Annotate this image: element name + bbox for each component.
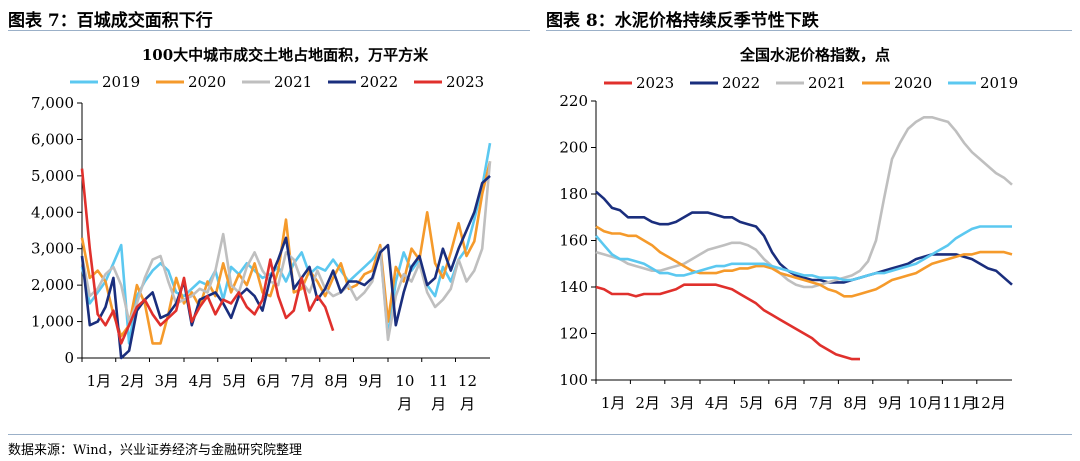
series-line-0-2020	[80, 160, 492, 345]
series-line-0-2023	[80, 168, 335, 345]
x-tick-label-1-1: 2月	[635, 394, 660, 412]
legend-label-0-2020: 2020	[188, 73, 226, 91]
y-tick-label-1-3: 160	[559, 232, 588, 250]
x-tick-label-0-8: 9月	[358, 372, 383, 390]
y-tick-label-0-3: 3,000	[31, 240, 74, 258]
x-tick-label-0-9: 10 月	[395, 372, 414, 413]
y-tick-label-0-5: 5,000	[31, 167, 74, 185]
footer-rule	[8, 434, 1072, 435]
y-tick-label-0-4: 4,000	[31, 203, 74, 221]
x-tick-label-1-0: 1月	[601, 394, 626, 412]
legend-label-1-2021: 2021	[808, 74, 846, 92]
legend-label-0-2022: 2022	[360, 73, 398, 91]
series-line-1-2021	[595, 116, 1013, 289]
x-tick-label-0-4: 5月	[222, 372, 247, 390]
legend-label-0-2021: 2021	[274, 73, 312, 91]
x-tick-label-0-0: 1月	[87, 372, 112, 390]
x-tick-label-0-6: 7月	[291, 372, 316, 390]
series-line-0-2021	[80, 161, 492, 342]
x-tick-label-1-8: 9月	[878, 394, 903, 412]
x-tick-label-0-11: 12 月	[458, 372, 477, 413]
y-tick-label-1-0: 100	[559, 371, 588, 389]
y-tick-label-0-2: 2,000	[31, 276, 74, 294]
legend-label-1-2019: 2019	[980, 74, 1018, 92]
legend-label-1-2023: 2023	[636, 74, 674, 92]
series-line-1-2020	[595, 225, 1013, 298]
series-line-1-2022	[595, 190, 1013, 286]
legend-label-0-2023: 2023	[446, 73, 484, 91]
y-tick-label-0-0: 0	[64, 349, 74, 367]
right-panel-title: 图表 8：水泥价格持续反季节性下跌	[546, 11, 819, 31]
x-tick-label-1-6: 7月	[809, 394, 834, 412]
y-tick-label-1-5: 200	[559, 139, 588, 157]
legend-label-1-2022: 2022	[722, 74, 760, 92]
x-tick-label-1-5: 6月	[774, 394, 799, 412]
right-title-rule	[546, 30, 1072, 31]
x-tick-label-1-7: 8月	[843, 394, 868, 412]
x-tick-label-1-3: 4月	[705, 394, 730, 412]
series-line-1-2023	[595, 283, 860, 361]
x-tick-label-0-5: 6月	[256, 372, 281, 390]
x-tick-label-0-1: 2月	[120, 372, 145, 390]
x-tick-label-1-11: 12月	[972, 394, 1006, 412]
right-chart-title: 全国水泥价格指数，点	[739, 46, 890, 64]
y-tick-label-0-7: 7,000	[31, 94, 74, 112]
x-tick-label-0-2: 3月	[154, 372, 179, 390]
y-tick-label-1-2: 140	[559, 278, 588, 296]
legend-label-0-2019: 2019	[102, 73, 140, 91]
x-tick-label-1-9: 10月	[908, 394, 942, 412]
legend-label-1-2020: 2020	[894, 74, 932, 92]
y-tick-label-0-6: 6,000	[31, 130, 74, 148]
y-tick-label-0-1: 1,000	[31, 313, 74, 331]
y-tick-label-1-6: 220	[559, 92, 588, 110]
left-title-rule	[8, 30, 530, 31]
source-note: 数据来源：Wind，兴业证券经济与金融研究院整理	[8, 443, 302, 458]
x-tick-label-1-4: 5月	[739, 394, 764, 412]
x-tick-label-1-10: 11月	[943, 394, 977, 412]
x-tick-label-0-10: 11 月	[429, 372, 448, 413]
y-tick-label-1-4: 180	[559, 185, 588, 203]
x-tick-label-0-7: 8月	[324, 372, 349, 390]
left-chart-title: 100大中城市成交土地占地面积，万平方米	[141, 46, 429, 64]
y-tick-label-1-1: 120	[559, 325, 588, 343]
series-line-1-2019	[595, 225, 1012, 282]
x-tick-label-1-2: 3月	[670, 394, 695, 412]
x-tick-label-0-3: 4月	[189, 372, 214, 390]
series-line-0-2022	[80, 174, 491, 360]
left-panel-title: 图表 7：百城成交面积下行	[8, 11, 213, 31]
